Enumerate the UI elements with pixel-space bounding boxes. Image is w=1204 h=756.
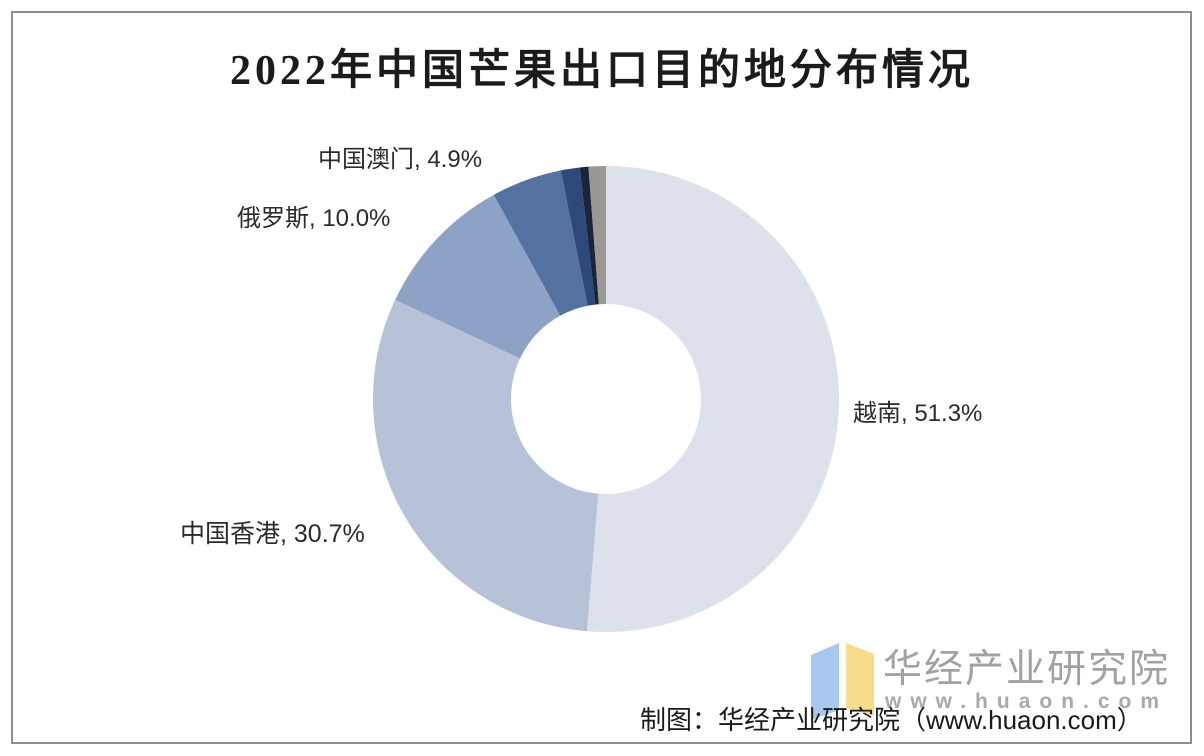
logo-website-url: www.huaon.com bbox=[885, 690, 1169, 713]
source-caption: 制图：华经产业研究院（www.huaon.com） bbox=[640, 705, 1143, 735]
pie-slice-other-4 bbox=[560, 167, 596, 306]
slice-label-russia: 俄罗斯, 10.0% bbox=[237, 205, 391, 232]
slice-label-hongkong: 中国香港, 30.7% bbox=[180, 520, 365, 548]
pie-slice-越南 bbox=[586, 166, 840, 632]
slice-label-vietnam: 越南, 51.3% bbox=[853, 400, 983, 427]
pie-slice-俄罗斯 bbox=[395, 194, 561, 359]
slice-label-macau: 中国澳门, 4.9% bbox=[318, 146, 483, 173]
logo-company-name: 华经产业研究院 bbox=[883, 648, 1171, 691]
chart-title: 2022年中国芒果出口目的地分布情况 bbox=[229, 48, 974, 94]
open-book-logo-icon bbox=[811, 643, 874, 720]
huaon-logo-watermark: 华经产业研究院 www.huaon.com bbox=[795, 628, 1180, 723]
pie-slice-中国香港 bbox=[373, 299, 599, 632]
logo-book-right-page bbox=[846, 643, 874, 716]
pie-slice-other-5 bbox=[579, 166, 599, 305]
pie-slice-other-6 bbox=[588, 166, 606, 305]
logo-book-left-page bbox=[811, 643, 839, 720]
pie-slice-中国澳门 bbox=[493, 170, 588, 316]
